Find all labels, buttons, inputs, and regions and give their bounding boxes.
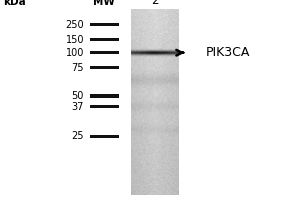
Bar bbox=[90, 38, 118, 41]
Bar bbox=[90, 94, 118, 98]
Bar bbox=[90, 66, 118, 69]
Text: kDa: kDa bbox=[3, 0, 26, 7]
Text: 75: 75 bbox=[71, 63, 84, 73]
Text: MW: MW bbox=[93, 0, 114, 7]
Bar bbox=[90, 135, 118, 138]
Text: 100: 100 bbox=[66, 48, 84, 58]
Text: PIK3CA: PIK3CA bbox=[206, 46, 250, 59]
Text: 37: 37 bbox=[72, 102, 84, 112]
Text: 2: 2 bbox=[151, 0, 158, 7]
Text: 25: 25 bbox=[71, 131, 84, 141]
Text: 150: 150 bbox=[65, 35, 84, 45]
Bar bbox=[90, 23, 118, 26]
Bar bbox=[90, 51, 118, 54]
Bar bbox=[90, 105, 118, 108]
Text: 50: 50 bbox=[72, 91, 84, 101]
Text: 250: 250 bbox=[65, 20, 84, 30]
